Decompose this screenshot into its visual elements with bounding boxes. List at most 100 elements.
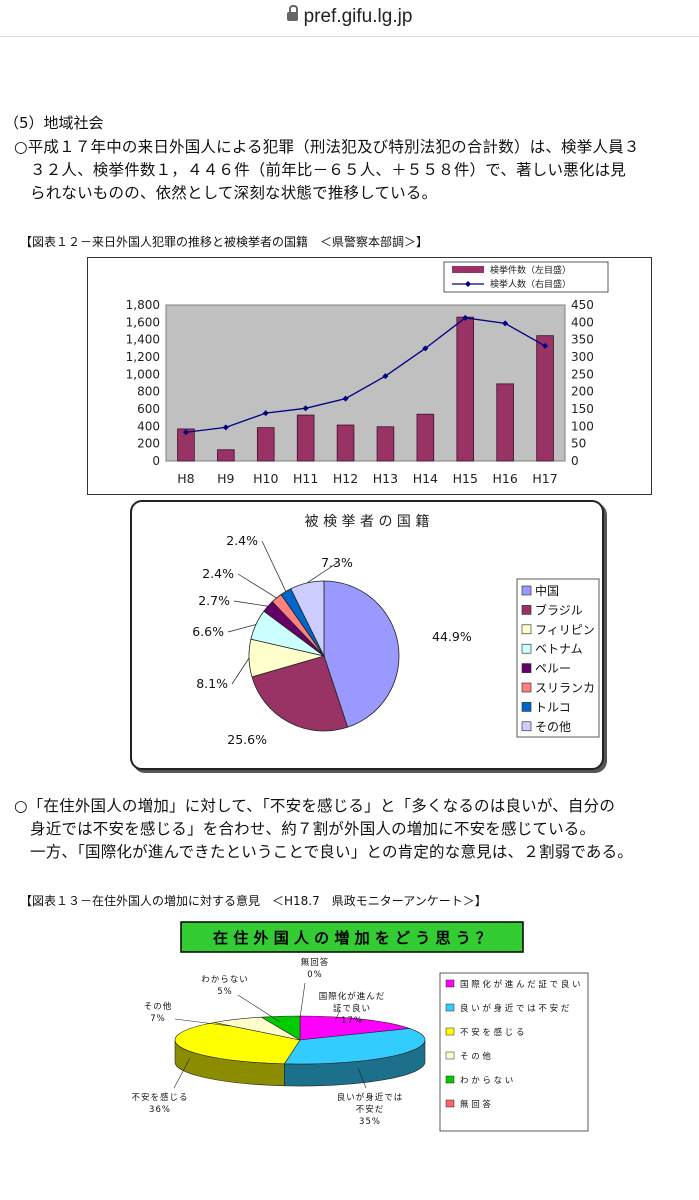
- arrests-point-H11: [302, 405, 309, 412]
- bar-H15: [456, 316, 475, 462]
- x-tick-label: H8: [177, 471, 194, 486]
- bar-H14: [416, 413, 435, 462]
- right-tick-label: 450: [571, 298, 594, 312]
- pie-legend-swatch: [521, 643, 532, 654]
- survey-leader-line: [299, 982, 306, 1019]
- survey-legend-label: わ か ら な い: [460, 1076, 513, 1086]
- bar-H11: [296, 414, 315, 462]
- pie-value-label: 7.3%: [321, 555, 353, 570]
- pie-legend-label: ペルー: [535, 662, 571, 676]
- pie-legend-label: ブラジル: [535, 602, 583, 617]
- figure-13-title: 【図表１３－在住外国人の増加に対する意見 ＜H18.7 県政モニターアンケート＞…: [20, 894, 487, 908]
- survey-legend-label: 良 い が 身 近 で は 不 安 だ: [460, 1003, 570, 1014]
- pie-legend-swatch: [521, 624, 532, 635]
- survey-callout-text: 国際化が進んだ: [319, 991, 386, 1002]
- arrests-line: [185, 317, 546, 433]
- survey-slice-良いが身近では不安だ: [283, 1028, 426, 1065]
- survey-legend: 国 際 化 が 進 ん だ 証 で 良 い良 い が 身 近 で は 不 安 だ…: [439, 972, 589, 1132]
- pie-value-label: 25.6%: [227, 732, 267, 747]
- arrests-point-H8: [182, 429, 189, 436]
- right-tick-label: 250: [571, 367, 594, 381]
- bar-H13: [376, 426, 395, 462]
- right-tick-label: 50: [571, 437, 586, 451]
- pie-title: 被 検 挙 者 の 国 籍: [305, 513, 430, 530]
- survey-callout-text: 35%: [359, 1117, 381, 1127]
- left-tick-label: 800: [137, 385, 160, 399]
- survey-callout-text: 証で良い: [333, 1003, 371, 1014]
- right-tick-label: 100: [571, 419, 594, 433]
- survey-title: 在 住 外 国 人 の 増 加 を ど う 思 う ？: [213, 929, 491, 947]
- paragraph-2-line-3: 一方、「国際化が進んできたということで良い」との肯定的な意見は、２割弱である。: [30, 843, 634, 861]
- left-tick-label: 400: [137, 419, 160, 433]
- pie-legend-swatch: [521, 663, 532, 673]
- survey-slice-不安を感じる: [174, 1022, 301, 1065]
- pie-value-label: 6.6%: [192, 624, 224, 639]
- section-heading: （5）地域社会: [4, 114, 104, 132]
- bar-H9: [217, 449, 235, 462]
- paragraph-2-line-2: 身近では不安を感じる」を合わせ、約７割が外国人の増加に不安を感じている。: [30, 820, 596, 838]
- pie-legend-swatch: [521, 585, 532, 596]
- legend-box: [443, 261, 609, 293]
- survey-legend-label: 不 安 を 感 じ る: [460, 1027, 525, 1038]
- pie-leader-line: [231, 657, 250, 685]
- bar-H17: [536, 335, 554, 462]
- right-tick-label: 300: [571, 350, 594, 364]
- survey-callout-text: 7%: [150, 1014, 166, 1024]
- right-tick-label: 200: [571, 385, 594, 399]
- pie-slice-中国: [323, 580, 400, 728]
- pie-legend-label: スリランカ: [535, 681, 595, 695]
- x-tick-label: H12: [333, 471, 358, 486]
- survey-legend-label: 国 際 化 が 進 ん だ 証 で 良 い: [460, 979, 581, 990]
- x-tick-label: H11: [293, 471, 318, 486]
- bar-H10: [256, 427, 275, 462]
- pie-leader-line: [237, 573, 277, 599]
- pie-legend-swatch: [521, 682, 532, 693]
- pie-value-label: 8.1%: [196, 676, 228, 691]
- survey-slice-国際化が進んだ証で良い: [299, 1015, 410, 1041]
- pie-value-label: 44.9%: [432, 629, 472, 644]
- arrests-point-H9: [222, 424, 229, 431]
- url-display[interactable]: pref.gifu.lg.jp: [286, 5, 412, 28]
- survey-slice-わからない: [260, 1015, 301, 1041]
- survey-legend-swatch: [445, 1075, 455, 1084]
- pie-legend-label: その他: [535, 720, 571, 734]
- x-tick-label: H14: [413, 471, 438, 486]
- arrests-point-H13: [382, 373, 389, 380]
- pie-leader-line: [306, 562, 338, 584]
- pie-legend-swatch: [521, 702, 532, 712]
- pie-legend-label: フィリピン: [535, 623, 595, 637]
- bar-H12: [336, 424, 355, 462]
- x-tick-label: H13: [373, 471, 398, 486]
- arrests-point-H17: [542, 342, 549, 349]
- right-tick-label: 400: [571, 315, 594, 329]
- legend-line-marker: [465, 281, 471, 287]
- survey-legend-swatch: [445, 1003, 455, 1012]
- figure-12-title: 【図表１２－来日外国人犯罪の推移と被検挙者の国籍 ＜県警察本部調＞】: [20, 235, 429, 249]
- survey-callout-text: 不安を感じる: [131, 1092, 188, 1103]
- browser-address-bar[interactable]: pref.gifu.lg.jp: [0, 0, 699, 37]
- survey-callout-text: わからない: [201, 975, 249, 985]
- survey-leader-line: [174, 1018, 231, 1027]
- pie-slice-ブラジル: [251, 655, 349, 732]
- survey-legend-swatch: [445, 979, 455, 988]
- bar-H8: [177, 428, 195, 462]
- pie-leader-line: [227, 624, 257, 633]
- survey-callout-text: 17%: [341, 1016, 363, 1026]
- left-tick-label: 0: [152, 454, 160, 468]
- survey-legend-swatch: [445, 1027, 455, 1036]
- survey-legend-label: 無 回 答: [460, 1099, 491, 1110]
- arrests-point-H10: [262, 410, 269, 417]
- x-tick-label: H16: [492, 471, 517, 486]
- pie-legend-swatch: [521, 721, 532, 732]
- survey-callout-text: 良いが身近では: [337, 1092, 404, 1103]
- survey-leader-line: [237, 994, 281, 1023]
- survey-callout-text: 5%: [217, 987, 233, 997]
- crime-trend-chart: 0 200 400 600 800 1,000 1,200 1,400 1,600 1,800 0 5…: [87, 257, 652, 495]
- survey-chart: 在 住 外 国 人 の 増 加 を ど う 思 う ？ 国際化が進んだ 証で良い 17…: [130, 918, 699, 1148]
- pie-value-label: 2.4%: [202, 566, 234, 581]
- x-tick-label: H17: [532, 471, 557, 486]
- left-tick-label: 200: [137, 437, 160, 451]
- nationality-pie-panel: 被 検 挙 者 の 国 籍 44.9% 25.6% 8.1% 6.6% 2.7% 2.4% 2…: [130, 500, 604, 770]
- arrests-point-H15: [462, 314, 469, 321]
